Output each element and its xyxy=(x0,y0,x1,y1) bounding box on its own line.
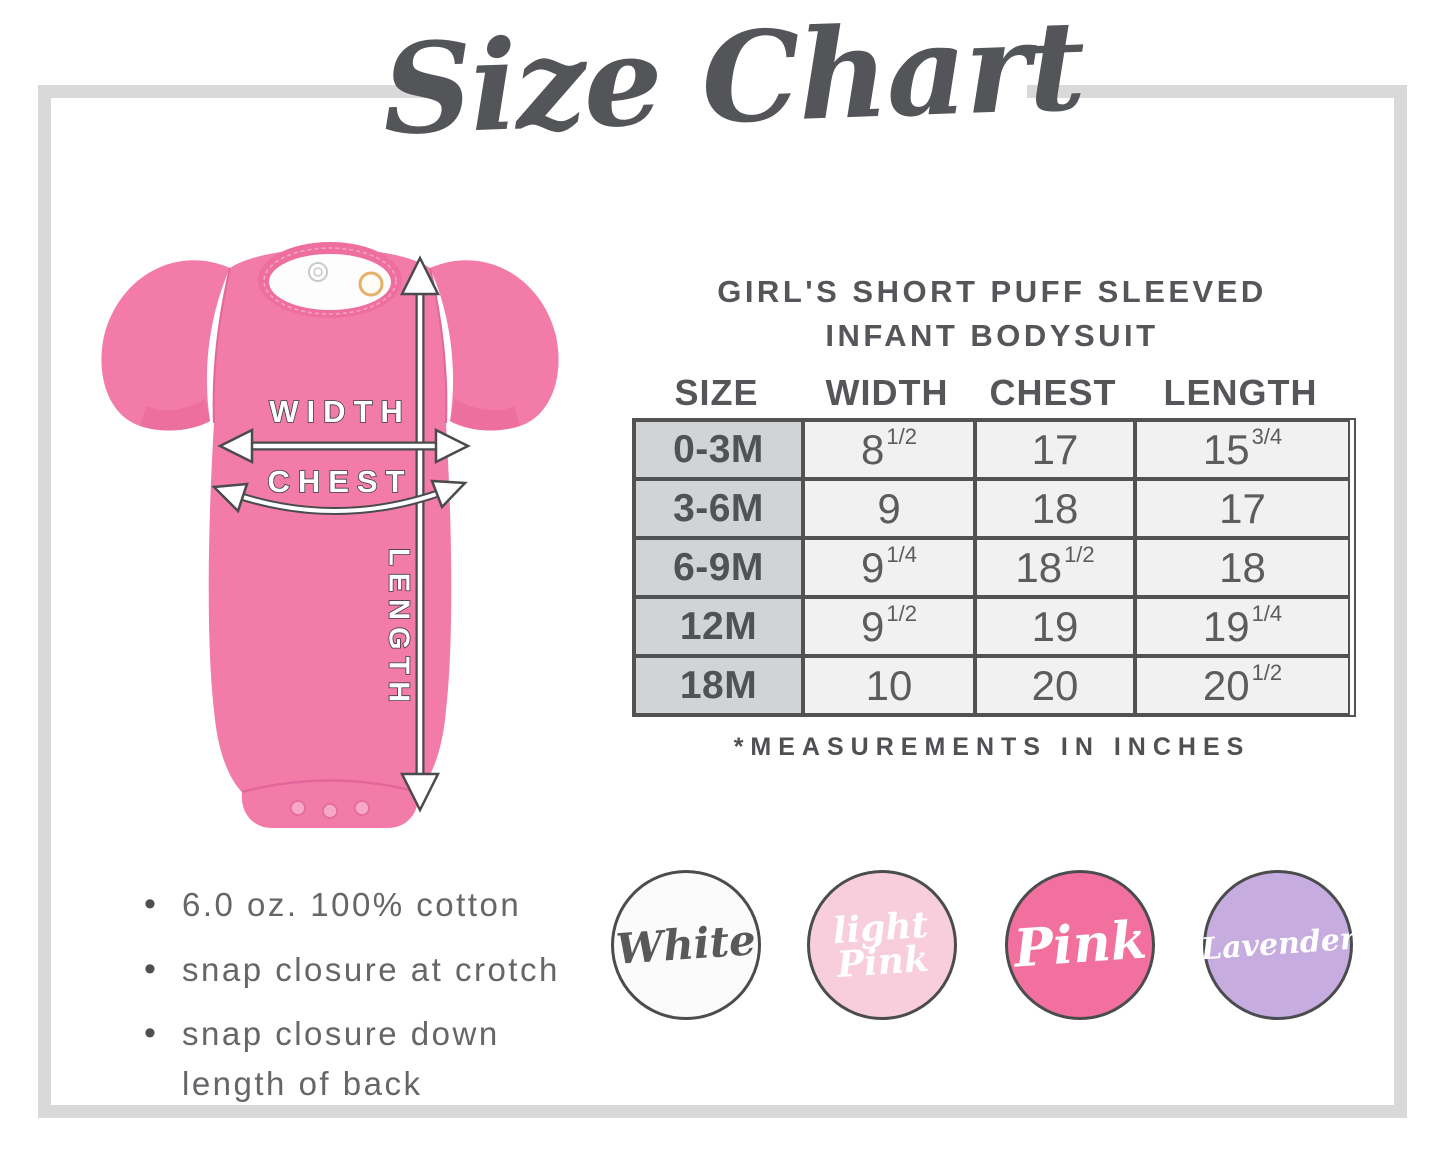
feature-text: snap closure down length of back xyxy=(182,1015,500,1102)
collar-stitching xyxy=(263,247,397,315)
measurement-cell: 19 xyxy=(975,597,1135,656)
color-swatch-label: White xyxy=(614,915,758,974)
chest-arrow xyxy=(211,479,468,515)
bodysuit-diagram: WIDTH CHEST LENGTH xyxy=(90,228,570,868)
left-sleeve-cuff xyxy=(140,399,210,431)
bodysuit-left-sleeve xyxy=(101,260,230,431)
measurements-note: *MEASUREMENTS IN INCHES xyxy=(733,733,1251,761)
chest-measure-label: CHEST xyxy=(267,463,413,500)
feature-item: snap closure at crotch xyxy=(142,944,582,994)
color-swatch-label: Lavender xyxy=(1199,921,1357,968)
frame-border-right xyxy=(1394,85,1407,1118)
size-row-label: 0-3M xyxy=(634,420,803,479)
width-measure-label: WIDTH xyxy=(268,393,411,430)
frame-border-bottom xyxy=(38,1105,1407,1118)
right-sleeve-cuff xyxy=(450,399,520,431)
column-header-chest: CHEST xyxy=(989,372,1117,413)
measurement-cell: 17 xyxy=(1135,479,1350,538)
neckline-opening xyxy=(269,254,391,310)
measurement-cell: 9 1/2 xyxy=(803,597,975,656)
size-row-label: 6-9M xyxy=(634,538,803,597)
color-swatch-white: White xyxy=(611,870,761,1020)
measurement-cell: 18 xyxy=(975,479,1135,538)
feature-text: 6.0 oz. 100% cotton xyxy=(182,886,522,923)
crotch-snap-buttons xyxy=(290,800,370,819)
length-arrow xyxy=(399,255,441,813)
size-table: 0-3M 8 1/2 17 15 3/4 3-6M 9 18 17 6-9M 9 1/4 18 1/2 18 1… xyxy=(632,418,1356,717)
measurement-cell: 20 1/2 xyxy=(1135,656,1350,715)
measurement-cell: 8 1/2 xyxy=(803,420,975,479)
column-header-size: SIZE xyxy=(674,372,759,413)
product-title-line2: INFANT BODYSUIT xyxy=(825,318,1159,354)
column-header-width: WIDTH xyxy=(825,372,949,413)
page-title: Size Chart xyxy=(380,0,1086,164)
measurement-cell: 18 xyxy=(1135,538,1350,597)
color-swatch-label: light Pink xyxy=(832,904,932,987)
color-swatch-light-pink: light Pink xyxy=(807,870,957,1020)
column-header-length: LENGTH xyxy=(1163,372,1318,413)
color-swatch-label-line2: Pink xyxy=(835,937,931,987)
measurement-cell: 18 1/2 xyxy=(975,538,1135,597)
frame-border-top-right xyxy=(1027,85,1407,98)
color-swatch-lavender: Lavender xyxy=(1199,870,1357,1020)
feature-list: 6.0 oz. 100% cotton snap closure at crot… xyxy=(142,879,582,1123)
size-row-label: 18M xyxy=(634,656,803,715)
measurement-cell: 9 1/4 xyxy=(803,538,975,597)
size-row-label: 12M xyxy=(634,597,803,656)
length-measure-label: LENGTH xyxy=(382,547,416,710)
measurement-cell: 19 1/4 xyxy=(1135,597,1350,656)
bodysuit-right-sleeve xyxy=(430,260,559,431)
neck-snap-center xyxy=(313,267,323,277)
product-title-line1: GIRL'S SHORT PUFF SLEEVED xyxy=(717,274,1267,309)
bodysuit-illustration xyxy=(101,242,559,828)
measurement-cell: 9 xyxy=(803,479,975,538)
measurement-cell: 10 xyxy=(803,656,975,715)
color-swatch-label: Pink xyxy=(1011,909,1149,980)
bodysuit-torso xyxy=(208,248,452,828)
neck-snap-button xyxy=(308,262,328,282)
feature-item: 6.0 oz. 100% cotton xyxy=(142,879,582,929)
feature-text: snap closure at crotch xyxy=(182,950,560,988)
measurement-cell: 20 xyxy=(975,656,1135,715)
measurement-cell: 17 xyxy=(975,420,1135,479)
color-swatch-pink: Pink xyxy=(1005,870,1155,1020)
crotch-seam xyxy=(241,779,419,794)
frame-border-left xyxy=(38,85,51,1118)
frame-border-top-left xyxy=(38,85,436,98)
left-sleeve-seam xyxy=(212,267,231,424)
measurement-cell: 15 3/4 xyxy=(1135,420,1350,479)
feature-item: snap closure down length of back xyxy=(142,1008,582,1108)
width-arrow xyxy=(217,427,471,465)
product-title: GIRL'S SHORT PUFF SLEEVED INFANT BODYSUI… xyxy=(632,270,1352,358)
size-table-header: SIZE WIDTH CHEST LENGTH xyxy=(632,372,1352,414)
size-row-label: 3-6M xyxy=(634,479,803,538)
brand-tag xyxy=(358,271,384,297)
